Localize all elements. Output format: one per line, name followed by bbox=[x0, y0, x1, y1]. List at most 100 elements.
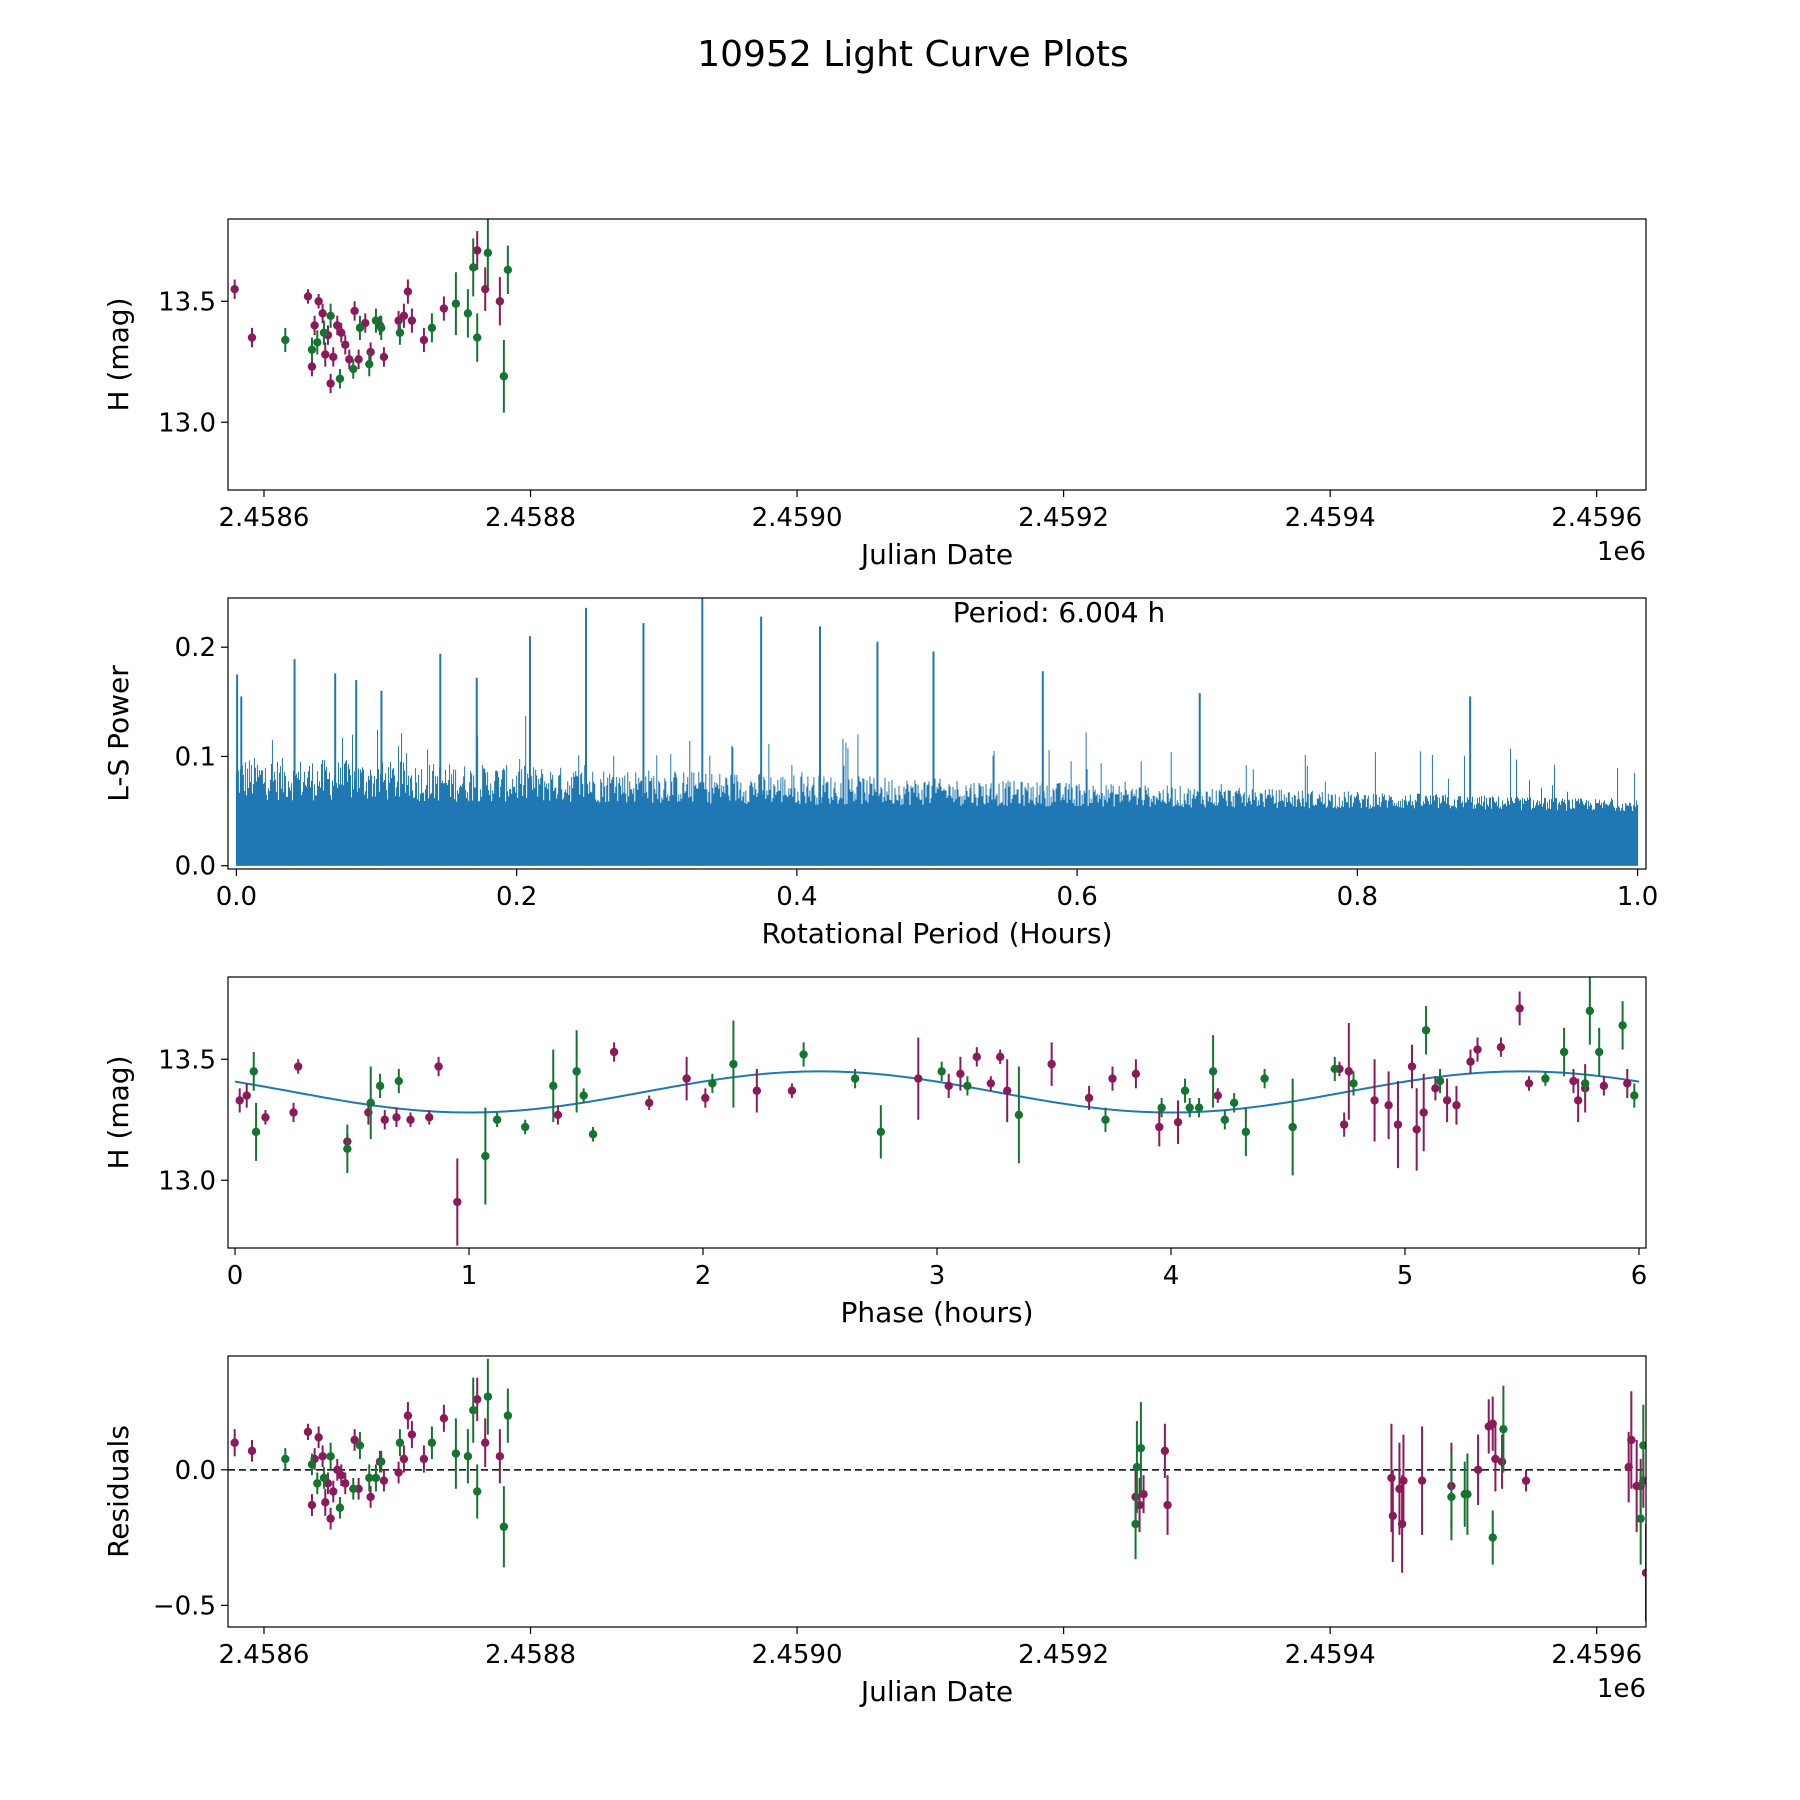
data-point bbox=[1349, 1079, 1358, 1088]
data-point bbox=[1630, 1091, 1639, 1100]
data-point bbox=[350, 306, 359, 316]
data-point bbox=[553, 1110, 563, 1120]
data-point bbox=[1387, 1473, 1396, 1483]
data-point bbox=[307, 1500, 317, 1510]
data-point bbox=[483, 248, 493, 258]
data-point bbox=[319, 328, 329, 337]
data-point bbox=[1515, 1004, 1524, 1013]
data-point bbox=[399, 311, 409, 320]
data-point bbox=[503, 1411, 513, 1420]
data-point bbox=[403, 287, 413, 296]
data-point bbox=[1419, 1108, 1428, 1117]
data-point bbox=[1499, 1424, 1508, 1434]
model-curve bbox=[234, 1070, 1640, 1114]
data-point bbox=[1132, 1462, 1142, 1472]
data-point bbox=[365, 1473, 374, 1483]
data-point bbox=[1488, 1419, 1497, 1428]
data-point bbox=[326, 311, 335, 320]
data-point bbox=[313, 338, 322, 347]
data-point bbox=[1180, 1086, 1190, 1095]
data-point bbox=[1473, 1045, 1482, 1054]
data-point bbox=[366, 347, 375, 357]
y-tick-label: 13.0 bbox=[158, 408, 216, 438]
data-point bbox=[249, 1067, 258, 1076]
data-point bbox=[1384, 1101, 1393, 1110]
x-tick-label: 0.0 bbox=[216, 882, 257, 912]
x-tick-label: 2.4588 bbox=[485, 1640, 576, 1670]
data-point bbox=[281, 335, 290, 345]
data-point bbox=[579, 1091, 588, 1100]
series-green bbox=[281, 219, 513, 413]
data-point bbox=[956, 1069, 965, 1078]
data-point bbox=[1488, 1533, 1497, 1542]
data-point bbox=[708, 1079, 717, 1088]
data-point bbox=[394, 1468, 403, 1477]
data-point bbox=[307, 1460, 317, 1469]
data-point bbox=[354, 355, 363, 364]
data-point bbox=[427, 323, 437, 333]
data-point bbox=[1399, 1476, 1408, 1485]
data-point bbox=[318, 309, 327, 318]
data-point bbox=[1466, 1057, 1475, 1066]
data-point bbox=[1344, 1067, 1354, 1076]
y-axis-label: Residuals bbox=[102, 1425, 135, 1558]
data-point bbox=[588, 1130, 598, 1139]
data-point bbox=[986, 1079, 996, 1088]
y-axis-label: H (mag) bbox=[102, 297, 135, 411]
x-offset-label: 1e6 bbox=[1597, 1674, 1646, 1704]
data-point bbox=[729, 1059, 738, 1069]
data-point bbox=[469, 1406, 478, 1415]
data-point bbox=[247, 333, 257, 342]
data-point bbox=[1084, 1093, 1094, 1103]
data-point bbox=[1463, 1490, 1472, 1499]
data-point bbox=[399, 1454, 409, 1464]
data-point bbox=[337, 1471, 346, 1480]
data-point bbox=[483, 1392, 493, 1401]
data-point bbox=[1442, 1096, 1452, 1105]
x-tick-label: 6 bbox=[1631, 1261, 1648, 1291]
data-point bbox=[407, 1430, 417, 1439]
data-point bbox=[230, 1438, 239, 1447]
data-point bbox=[963, 1081, 972, 1091]
data-point bbox=[1208, 1067, 1218, 1076]
data-point bbox=[439, 304, 449, 313]
data-point bbox=[1160, 1446, 1170, 1456]
data-point bbox=[341, 340, 350, 350]
folded-light-curve-panel: 0 1 2 3 4 5 6 13.0 13.5 Phase (hours) H (mag) bbox=[102, 976, 1648, 1329]
data-point bbox=[341, 1479, 350, 1488]
data-point bbox=[355, 1441, 365, 1450]
data-point bbox=[481, 1151, 490, 1161]
data-point bbox=[242, 1091, 251, 1100]
x-tick-label: 2.4590 bbox=[752, 1640, 843, 1670]
data-point bbox=[1194, 1103, 1204, 1112]
y-tick-label: 13.5 bbox=[158, 1045, 216, 1075]
y-tick-label: 0.0 bbox=[175, 1456, 216, 1486]
data-point bbox=[499, 372, 509, 381]
data-point bbox=[473, 333, 482, 342]
data-point bbox=[572, 1067, 581, 1076]
data-point bbox=[355, 323, 365, 333]
data-point bbox=[1185, 1103, 1194, 1112]
x-tick-label: 2 bbox=[695, 1261, 712, 1291]
data-point bbox=[318, 1452, 327, 1461]
data-point bbox=[395, 328, 405, 337]
data-point bbox=[1108, 1074, 1117, 1083]
y-tick-label: 13.5 bbox=[158, 287, 216, 317]
data-point bbox=[366, 1098, 375, 1108]
plot-area bbox=[230, 219, 513, 413]
data-point bbox=[321, 350, 330, 359]
data-point bbox=[289, 1108, 298, 1117]
x-tick-label: 0.4 bbox=[776, 882, 817, 912]
data-point bbox=[876, 1127, 886, 1137]
data-point bbox=[425, 1113, 434, 1122]
data-point bbox=[361, 318, 370, 328]
data-point bbox=[495, 297, 505, 306]
data-point bbox=[1407, 1062, 1417, 1071]
data-point bbox=[1393, 1120, 1403, 1129]
data-point bbox=[520, 1122, 530, 1132]
data-point bbox=[314, 1433, 323, 1442]
residuals-panel: 2.4586 2.4588 2.4590 2.4592 2.4594 2.4596 −0.5… bbox=[102, 1355, 1647, 1708]
data-point bbox=[1131, 1069, 1141, 1078]
y-axis-label: H (mag) bbox=[102, 1055, 135, 1169]
data-point bbox=[492, 1115, 502, 1124]
